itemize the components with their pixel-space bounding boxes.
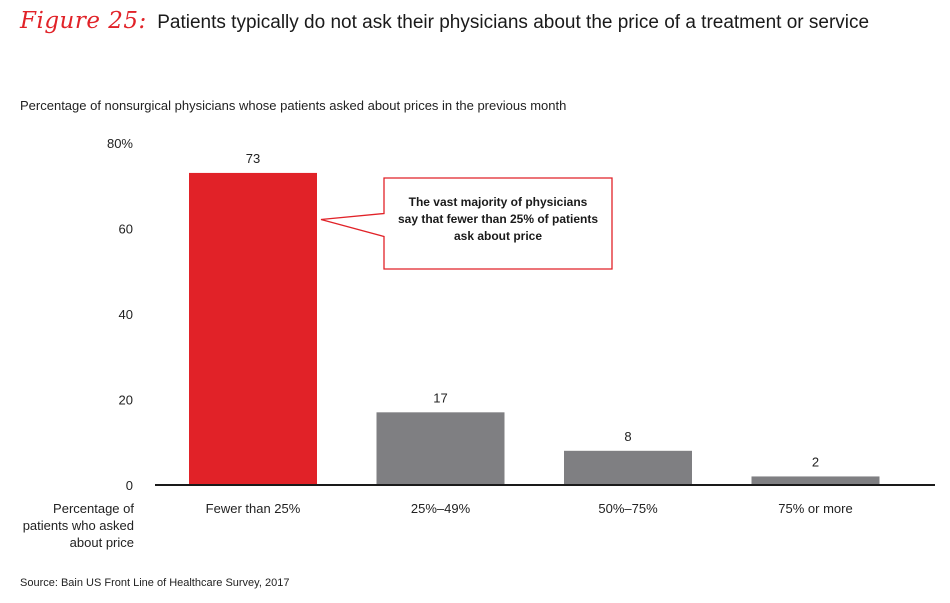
x-category-label: 25%–49% xyxy=(411,501,471,516)
figure-title: Figure 25: Patients typically do not ask… xyxy=(20,8,869,34)
bar-value-label: 17 xyxy=(433,390,447,405)
annotation-text-line: say that fewer than 25% of patients xyxy=(398,212,598,226)
figure-heading: Patients typically do not ask their phys… xyxy=(157,12,870,33)
bar xyxy=(376,412,505,485)
y-tick-label: 80% xyxy=(107,136,133,151)
bar-value-label: 2 xyxy=(812,454,819,469)
y-tick-label: 0 xyxy=(126,478,133,493)
source-note: Source: Bain US Front Line of Healthcare… xyxy=(20,577,290,589)
x-axis-title-line: Percentage of xyxy=(53,501,134,516)
bar xyxy=(751,476,880,485)
y-tick-label: 40 xyxy=(119,307,133,322)
x-category-label: 50%–75% xyxy=(598,501,658,516)
annotation-callout xyxy=(320,177,613,270)
x-axis-title-line: about price xyxy=(70,535,134,550)
bar xyxy=(189,172,317,486)
annotation-text-line: ask about price xyxy=(454,229,542,243)
y-tick-label: 60 xyxy=(119,222,133,237)
bar xyxy=(564,450,692,485)
figure-label: Figure 25: xyxy=(20,8,147,34)
x-category-label: 75% or more xyxy=(778,501,852,516)
y-tick-label: 20 xyxy=(119,393,133,408)
bar-value-label: 8 xyxy=(624,429,631,444)
annotation-text-line: The vast majority of physicians xyxy=(409,195,588,209)
x-axis-title-line: patients who asked xyxy=(23,518,134,533)
bar-value-label: 73 xyxy=(246,151,260,166)
x-category-label: Fewer than 25% xyxy=(206,501,301,516)
chart-subtitle: Percentage of nonsurgical physicians who… xyxy=(20,98,567,113)
